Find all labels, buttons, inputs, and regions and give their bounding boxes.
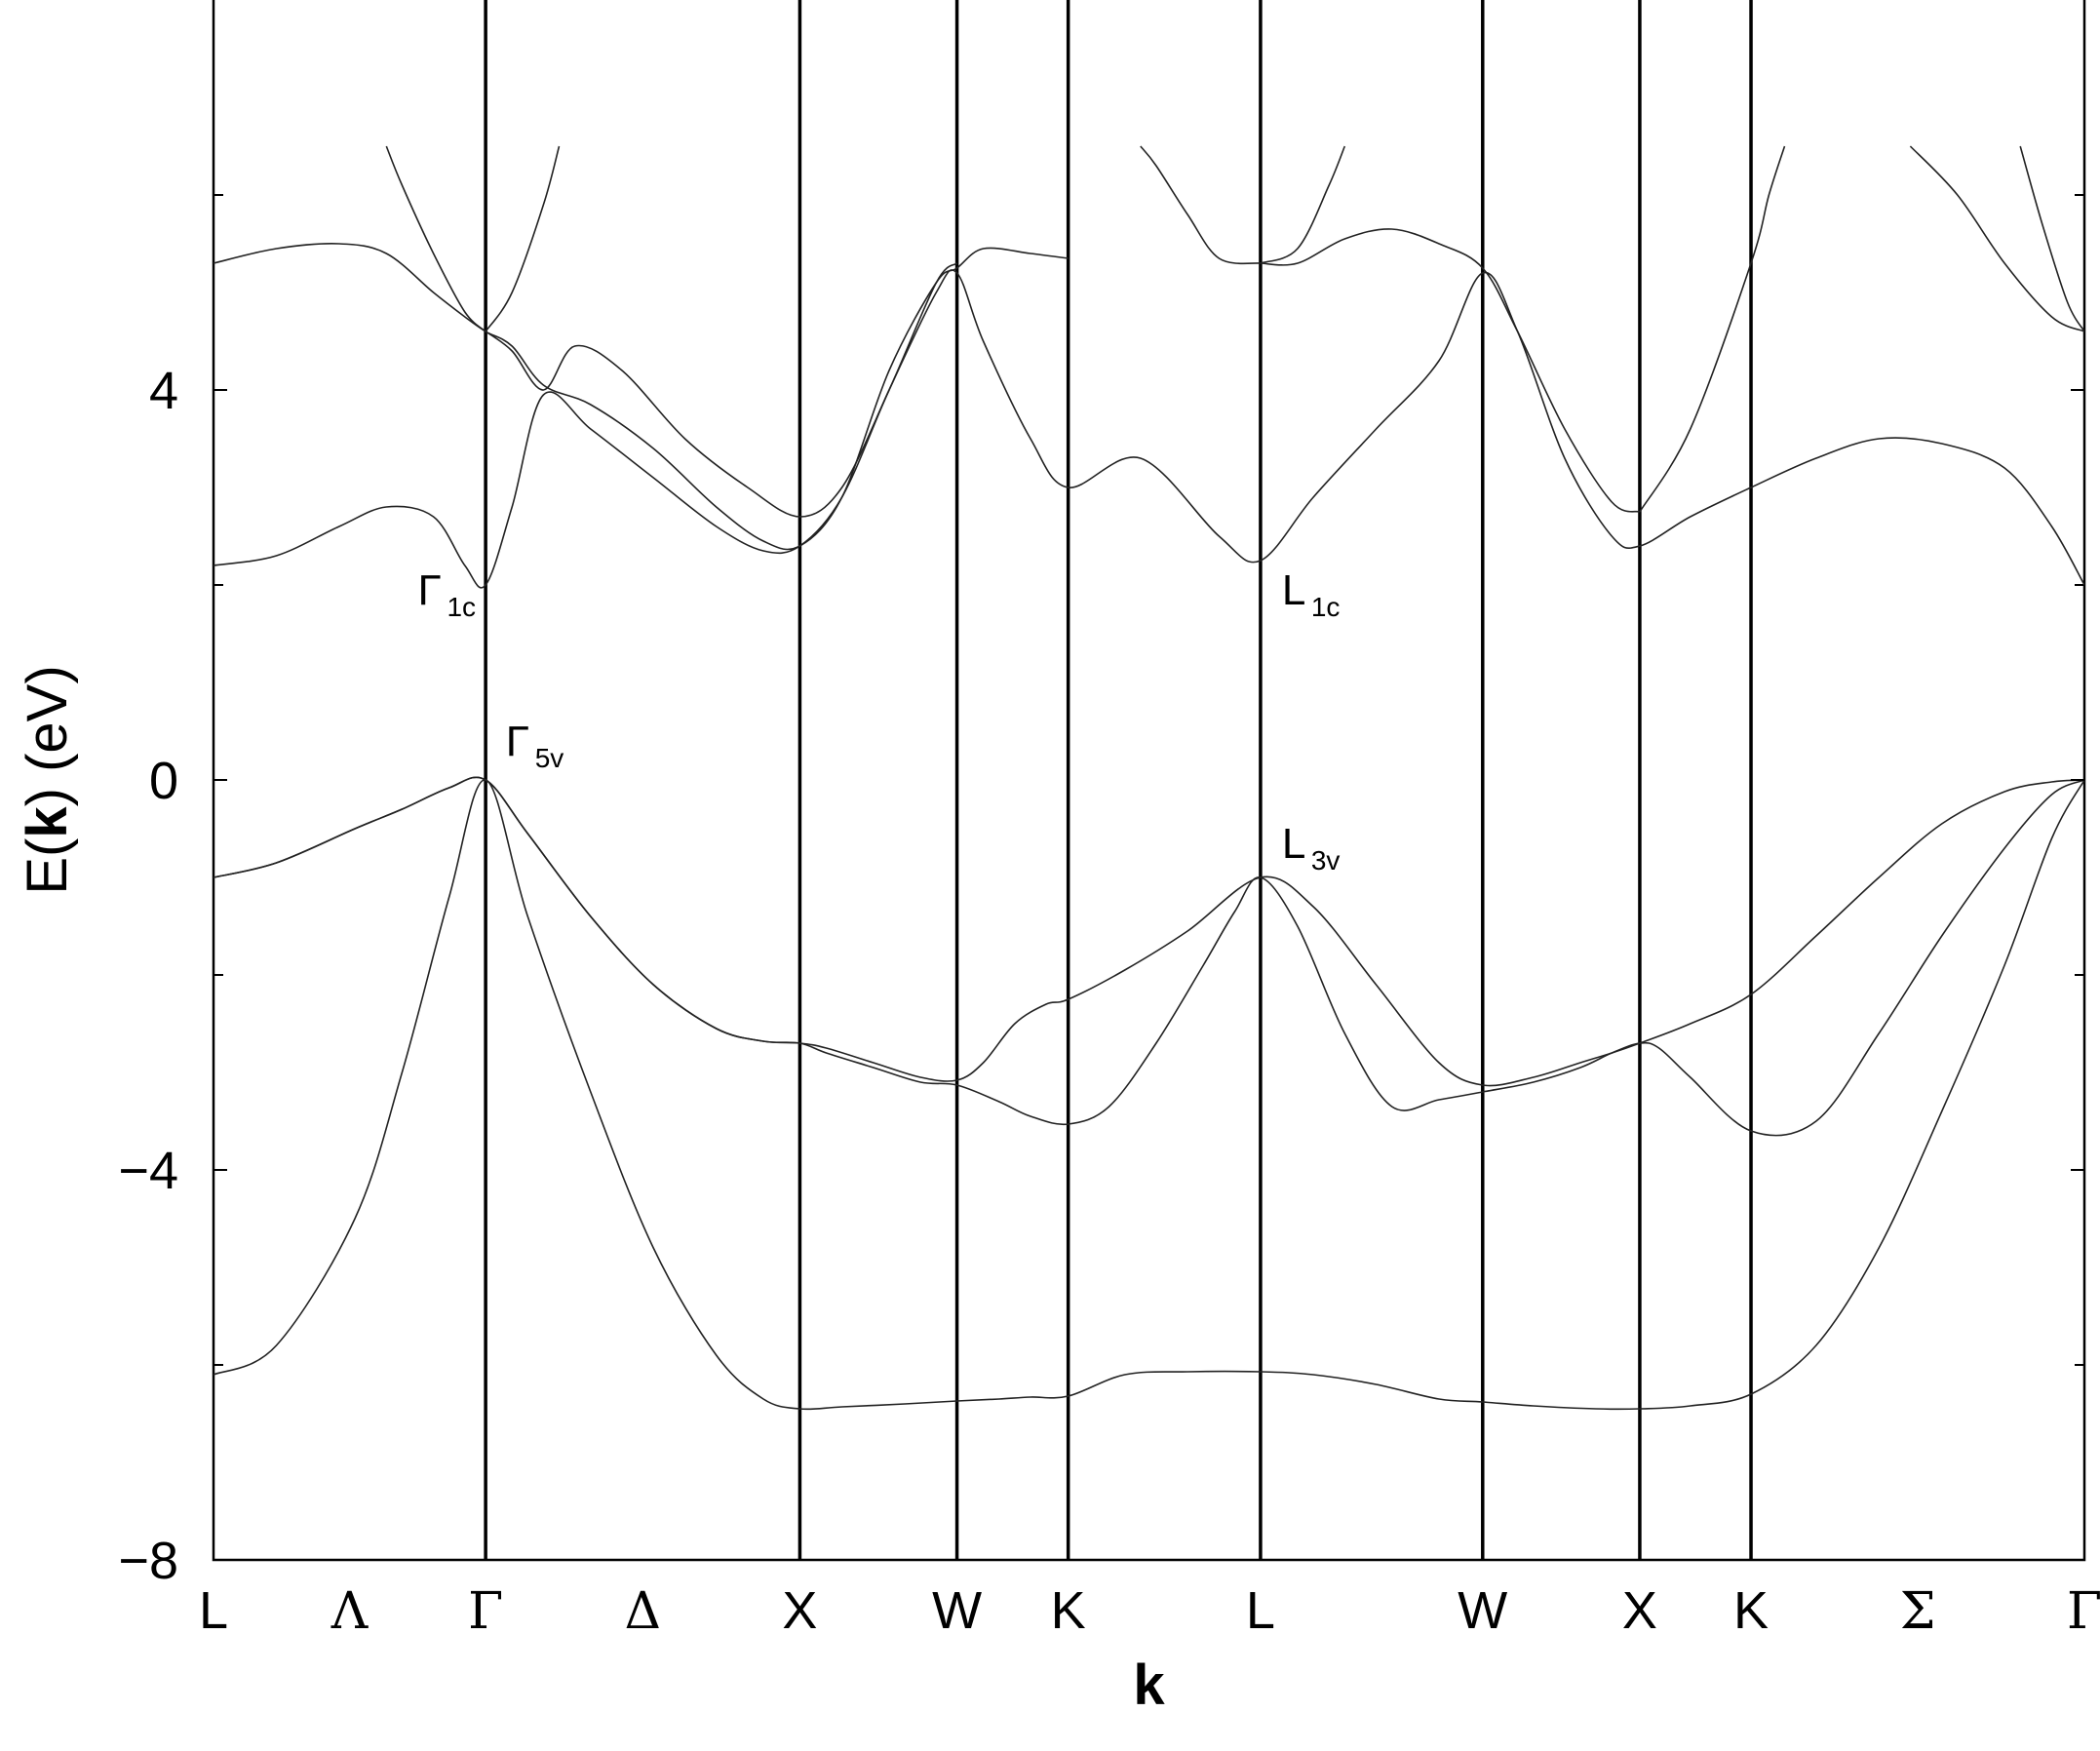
x-tick-label-8: K xyxy=(1733,1581,1769,1640)
x-tick-label-3: W xyxy=(932,1581,982,1640)
y-tick-label-2: −4 xyxy=(118,1142,178,1200)
annotation-main-1: Γ xyxy=(506,718,529,765)
minor-ticks xyxy=(214,194,2084,1366)
band-5 xyxy=(214,243,1069,551)
bands xyxy=(214,145,2084,1411)
annotation-0: Γ 1c xyxy=(417,566,476,622)
symmetry-label-0: Λ xyxy=(331,1582,369,1641)
band-14 xyxy=(2019,145,2084,332)
y-tick-label-3: −8 xyxy=(118,1532,178,1590)
annotation-1: Γ 5v xyxy=(506,718,564,773)
x-tick-label-2: X xyxy=(782,1581,817,1640)
symmetry-label-1: Δ xyxy=(624,1582,661,1641)
y-axis-title-bold: k xyxy=(16,806,79,838)
x-tick-label-1: Γ xyxy=(468,1582,503,1641)
annotation-3: L 3v xyxy=(1282,820,1341,876)
x-tick-label-0: L xyxy=(199,1581,228,1640)
plot-frame xyxy=(212,0,2086,1562)
annotation-sub-3: 3v xyxy=(1311,845,1341,876)
y-tick-label-0: 4 xyxy=(149,362,178,420)
x-tick-label-4: K xyxy=(1051,1581,1086,1640)
band-9 xyxy=(1260,228,1641,513)
x-tick-label-6: W xyxy=(1458,1581,1507,1640)
annotation-main-3: L xyxy=(1282,820,1305,868)
band-1 xyxy=(214,779,2084,1411)
x-tick-label-5: L xyxy=(1246,1581,1275,1640)
annotation-main-0: Γ xyxy=(417,566,441,614)
symmetry-label-2: Σ xyxy=(1900,1582,1936,1641)
band-13 xyxy=(1909,145,2084,332)
kpoint-lines xyxy=(484,0,1753,1560)
band-11 xyxy=(1260,145,1346,264)
x-tick-label-7: X xyxy=(1622,1581,1657,1640)
band-3 xyxy=(214,776,2084,1087)
band-6 xyxy=(485,262,958,518)
y-axis-title-suffix: ) (eV) xyxy=(16,665,79,806)
annotation-sub-2: 1c xyxy=(1311,592,1341,622)
band-8 xyxy=(485,145,561,332)
band-7 xyxy=(385,145,486,332)
annotation-main-2: L xyxy=(1282,566,1305,614)
annotation-sub-1: 5v xyxy=(535,743,564,773)
annotation-sub-0: 1c xyxy=(447,592,476,622)
y-axis-title: E(k) (eV) xyxy=(16,665,79,894)
band-4 xyxy=(214,269,2084,589)
annotation-2: L 1c xyxy=(1282,566,1341,622)
point-annotations: Γ 1cΓ 5vL 1cL 3v xyxy=(417,566,1340,876)
y-axis-title-prefix: E( xyxy=(16,838,79,895)
band-12 xyxy=(1639,145,1786,513)
band-10 xyxy=(1140,145,1261,265)
x-tick-label-9: Γ xyxy=(2067,1582,2100,1641)
y-tick-label-1: 0 xyxy=(149,752,178,810)
y-ticks: 4 0 −4 −8 xyxy=(118,362,2084,1590)
x-axis-title: k xyxy=(1133,1654,1165,1717)
